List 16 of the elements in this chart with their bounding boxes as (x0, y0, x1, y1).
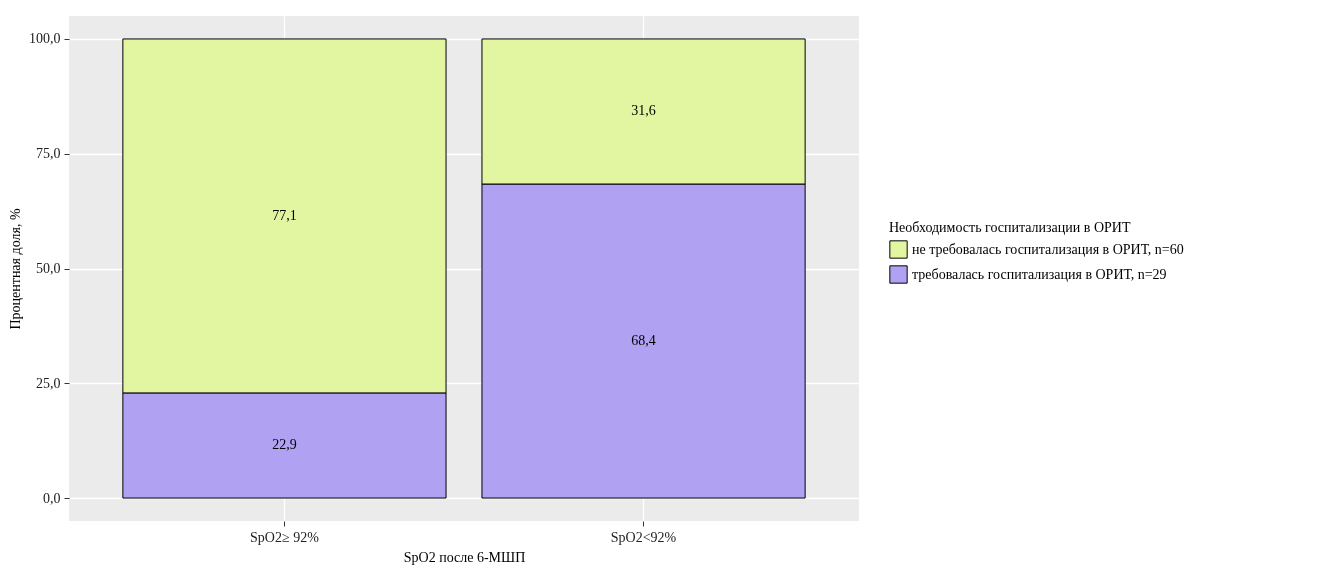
y-tick-label: 25,0 (36, 375, 61, 391)
y-axis-title: Процентная доля, % (8, 208, 23, 330)
y-tick-label: 50,0 (36, 261, 61, 276)
legend-label: требовалась госпитализация в ОРИТ, n=29 (912, 266, 1167, 282)
x-axis-title: SpO2 после 6-МШП (403, 549, 526, 565)
legend-title: Необходимость госпитализации в ОРИТ (889, 220, 1131, 235)
legend-label: не требовалась госпитализация в ОРИТ, n=60 (912, 241, 1184, 257)
data-label: 22,9 (272, 437, 297, 453)
y-tick-label: 100,0 (29, 31, 61, 47)
y-tick-label: 75,0 (36, 146, 61, 162)
y-tick-label: 0,0 (43, 490, 61, 506)
data-label: 31,6 (631, 103, 656, 119)
data-label: 68,4 (631, 333, 656, 349)
data-label: 77,1 (272, 207, 297, 223)
x-tick-label: SpO2≥ 92% (250, 529, 320, 545)
x-tick-label: SpO2<92% (610, 529, 677, 545)
